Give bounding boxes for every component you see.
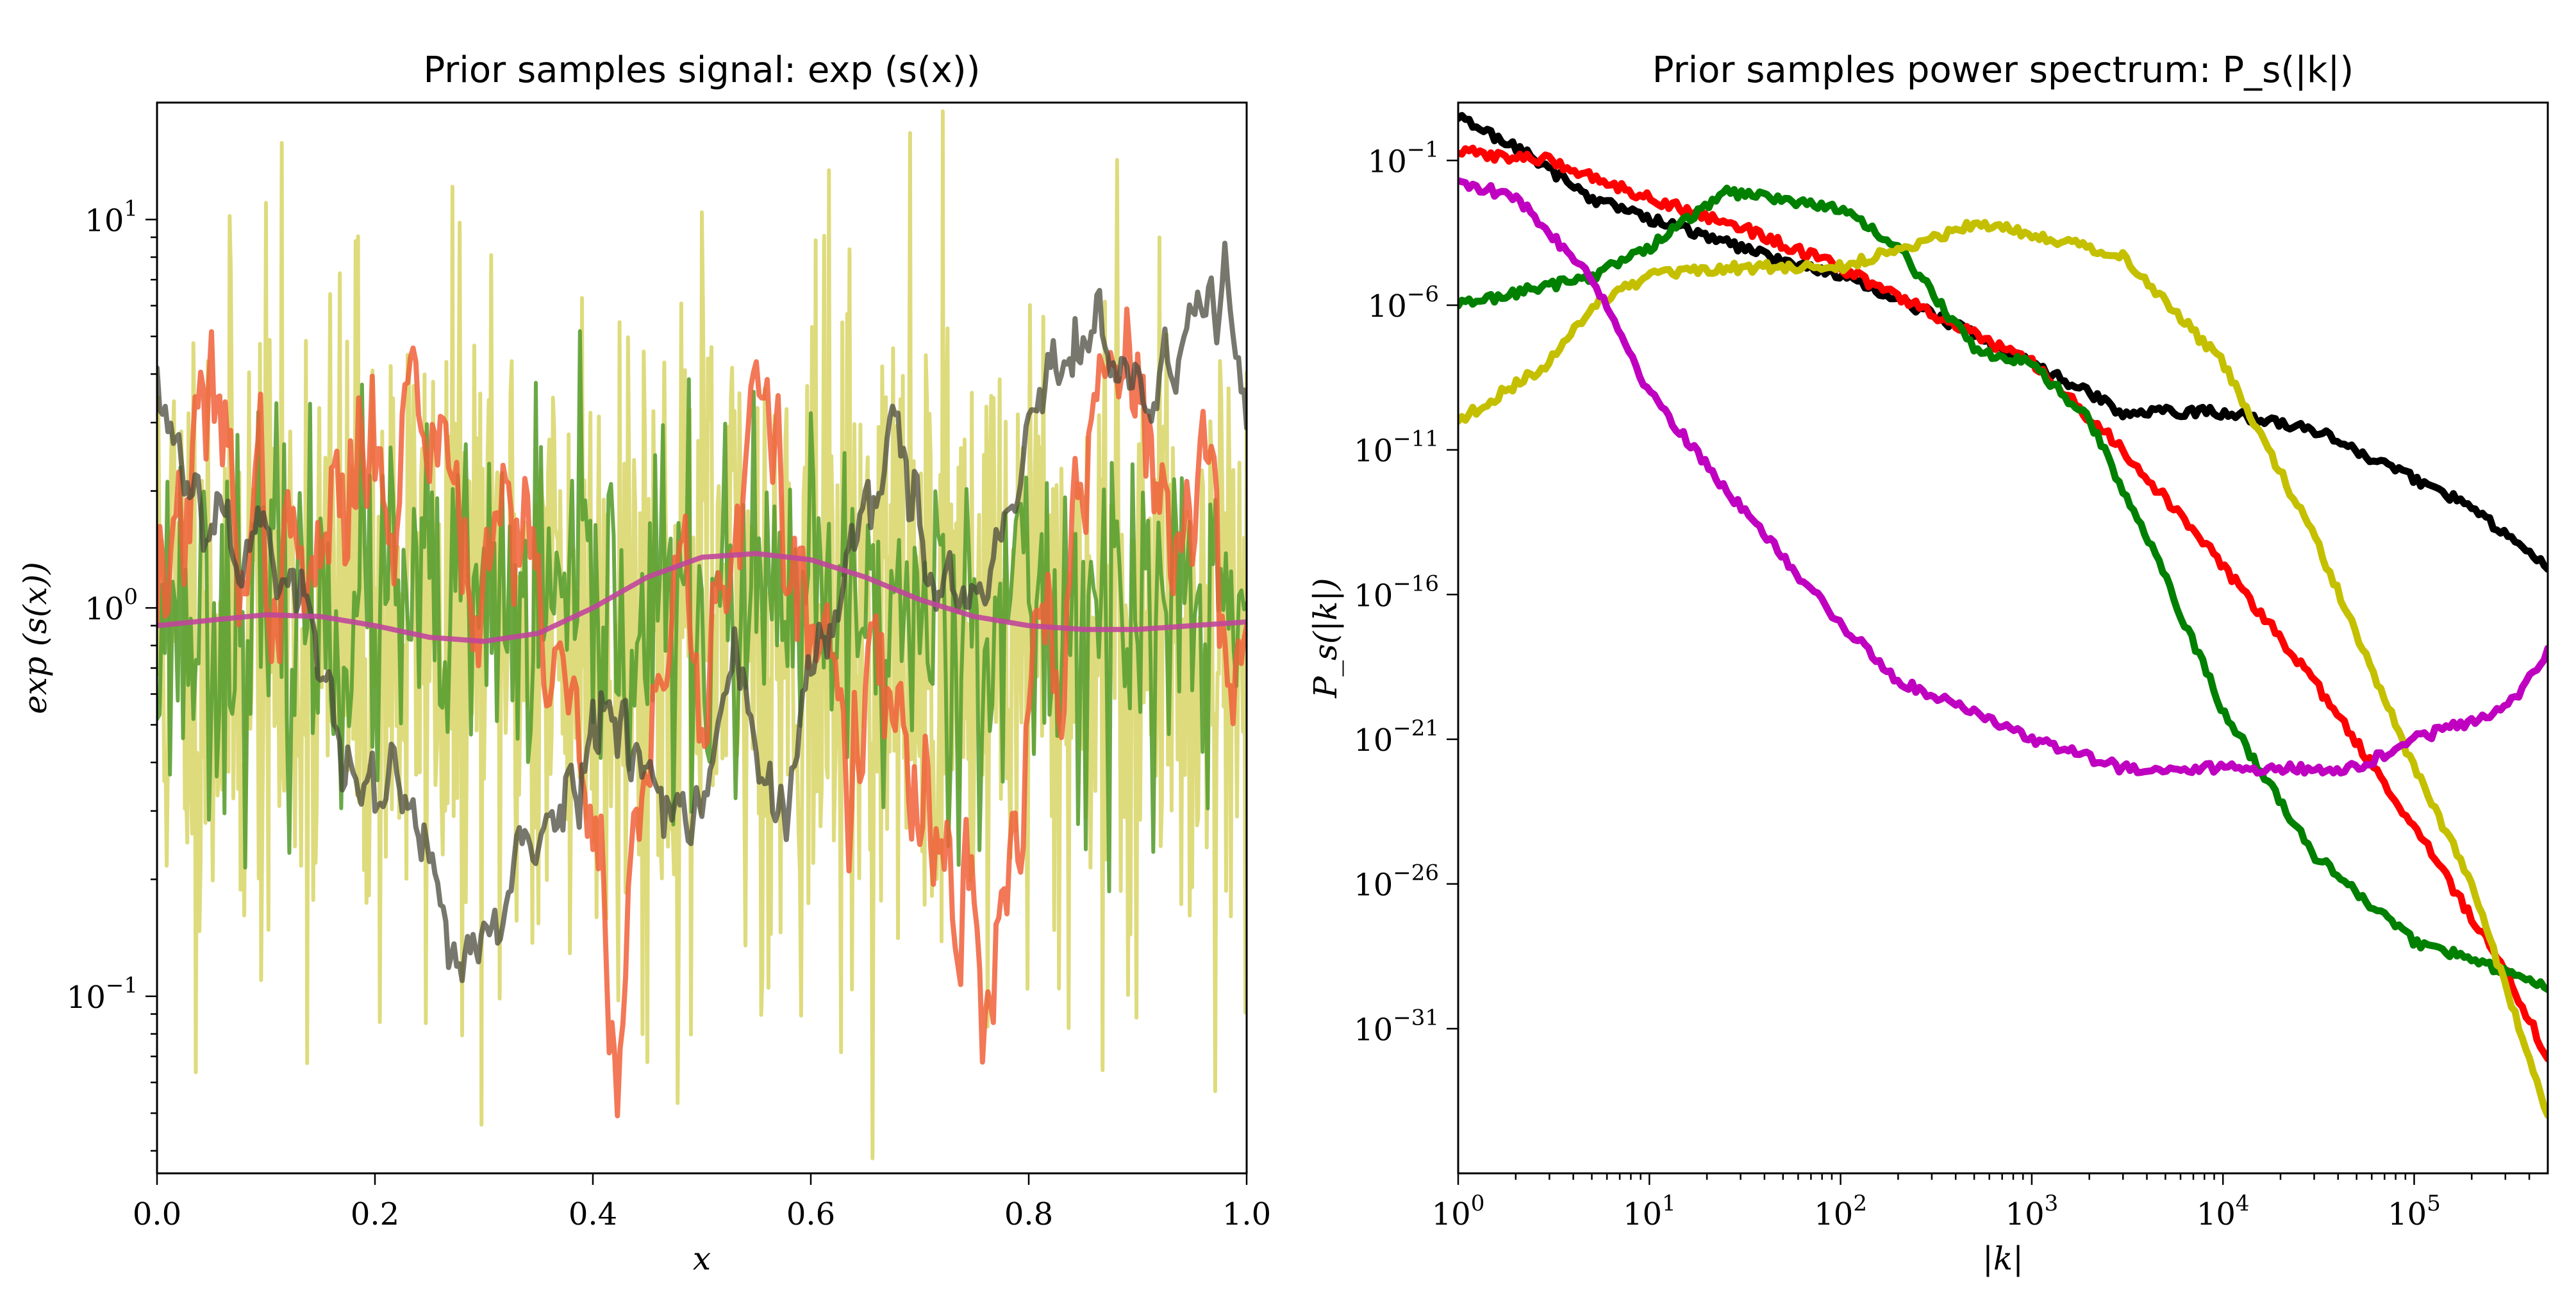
spectrum-chart-x-label: |k| xyxy=(1982,1240,2023,1277)
series-line-black-sample xyxy=(157,240,1247,984)
x-tick-label: 1.0 xyxy=(1222,1196,1271,1232)
y-tick-label: 10−26 xyxy=(1354,860,1439,903)
series-line-yellow xyxy=(1458,219,2548,1119)
x-tick-label: 0.2 xyxy=(351,1196,399,1232)
signal-chart: Prior samples signal: exp (s(x)) 0.0 0.2 0… xyxy=(17,49,1271,1277)
spectrum-chart-y-label: P_s(|k|) xyxy=(1307,578,1344,698)
series-line-magenta-sample xyxy=(157,551,1247,644)
x-tick-label: 101 xyxy=(1623,1191,1676,1232)
y-tick-label: 10−16 xyxy=(1354,571,1439,614)
spectrum-chart: Prior samples power spectrum: P_s(|k|) 1… xyxy=(1307,49,2549,1277)
y-tick-label: 100 xyxy=(85,584,138,627)
series-line-red xyxy=(1458,144,2548,1062)
spectrum-chart-ticks: 100 101 102 103 104 105 10−31 10−26 10−21 10−16 10… xyxy=(1354,137,2530,1232)
x-tick-label: 104 xyxy=(2197,1191,2250,1232)
signal-chart-series xyxy=(157,109,1247,1161)
y-tick-label: 10−1 xyxy=(1368,137,1439,180)
series-line-green-sample xyxy=(157,329,1247,894)
spectrum-chart-frame xyxy=(1457,101,2549,1175)
signal-chart-y-label: exp (s(x)) xyxy=(17,562,54,714)
series-line-green xyxy=(1458,185,2548,993)
x-tick-label: 103 xyxy=(2006,1191,2059,1232)
signal-chart-x-label: x xyxy=(693,1240,711,1277)
signal-chart-frame xyxy=(156,101,1248,1175)
x-tick-label: 102 xyxy=(1814,1191,1867,1232)
series-line-red-sample xyxy=(157,306,1247,1119)
y-tick-label: 10−6 xyxy=(1368,281,1439,324)
y-tick-label: 10−11 xyxy=(1354,426,1439,469)
spectrum-chart-series xyxy=(1458,112,2548,1119)
y-tick-label: 101 xyxy=(85,196,138,239)
y-tick-label: 10−1 xyxy=(67,973,138,1016)
x-tick-label: 100 xyxy=(1432,1191,1485,1232)
x-tick-label: 105 xyxy=(2388,1191,2441,1232)
x-tick-label: 0.6 xyxy=(786,1196,835,1232)
x-tick-label: 0.0 xyxy=(133,1196,181,1232)
series-line-magenta xyxy=(1458,177,2548,777)
signal-chart-title: Prior samples signal: exp (s(x)) xyxy=(423,49,980,91)
x-tick-label: 0.8 xyxy=(1004,1196,1053,1232)
spectrum-chart-title: Prior samples power spectrum: P_s(|k|) xyxy=(1652,49,2354,91)
x-tick-label: 0.4 xyxy=(569,1196,617,1232)
y-tick-label: 10−31 xyxy=(1354,1005,1439,1048)
y-tick-label: 10−21 xyxy=(1354,716,1439,758)
signal-chart-ticks: 0.0 0.2 0.4 0.6 0.8 1.0 10−1 100 101 xyxy=(67,196,1271,1232)
